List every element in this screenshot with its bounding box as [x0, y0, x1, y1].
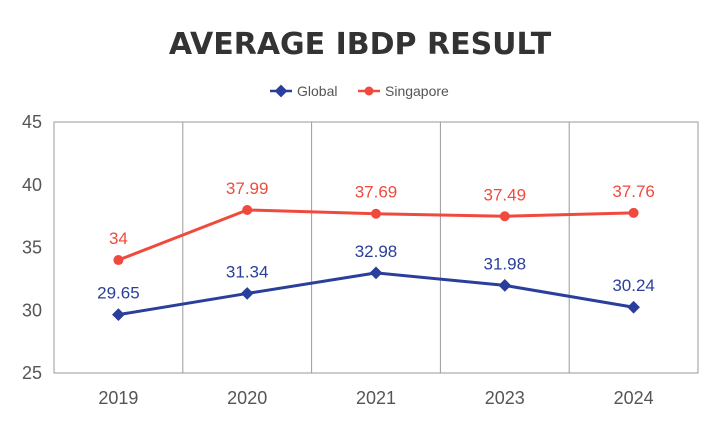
- series-global: 29.65 31.34 32.98 31.98 30.24: [97, 242, 655, 322]
- y-tick-label: 30: [22, 300, 42, 320]
- x-tick-label: 2019: [98, 388, 138, 408]
- x-tick-label: 2023: [485, 388, 525, 408]
- y-tick-label: 45: [22, 112, 42, 132]
- data-label: 31.98: [484, 254, 527, 273]
- data-point: [113, 255, 124, 266]
- data-point: [499, 211, 510, 222]
- data-point: [371, 208, 381, 219]
- plot-frame: [53, 121, 699, 374]
- legend-label: Global: [297, 83, 337, 99]
- legend: Global Singapore: [270, 83, 449, 99]
- legend-label: Singapore: [385, 83, 449, 99]
- data-point: [242, 204, 253, 215]
- data-point: [369, 266, 383, 280]
- legend-item-singapore: Singapore: [358, 83, 449, 99]
- data-label: 30.24: [612, 276, 655, 295]
- data-point: [628, 207, 639, 218]
- series-layer: 29.65 31.34 32.98 31.98 30.24 34 37.99 37.69 37.…: [97, 179, 655, 322]
- chart-title: AVERAGE IBDP RESULT: [169, 27, 552, 62]
- data-label: 37.69: [355, 183, 398, 202]
- y-tick-label: 40: [22, 175, 42, 195]
- data-point: [627, 300, 640, 314]
- data-label: 31.34: [226, 262, 269, 281]
- legend-marker-circle: [364, 86, 374, 96]
- data-label: 37.76: [612, 182, 655, 201]
- series-singapore: 34 37.99 37.69 37.49 37.76: [109, 179, 655, 266]
- data-label: 37.49: [484, 185, 527, 204]
- grid: [53, 121, 699, 374]
- x-tick-label: 2020: [227, 388, 267, 408]
- x-tick-label: 2021: [356, 388, 396, 408]
- legend-marker-diamond: [274, 84, 288, 98]
- y-tick-label: 25: [22, 363, 42, 383]
- data-point: [112, 308, 125, 322]
- data-label: 32.98: [355, 242, 398, 261]
- data-point: [498, 279, 512, 292]
- legend-item-global: Global: [270, 83, 337, 99]
- axes: 25 30 35 40 45 2019 2020 2021 2023 2024: [22, 112, 654, 408]
- data-label: 37.99: [226, 179, 269, 198]
- data-label: 29.65: [97, 284, 140, 303]
- x-tick-label: 2024: [614, 388, 654, 408]
- data-point: [240, 287, 254, 300]
- data-label: 34: [109, 229, 128, 248]
- y-tick-label: 35: [22, 238, 42, 258]
